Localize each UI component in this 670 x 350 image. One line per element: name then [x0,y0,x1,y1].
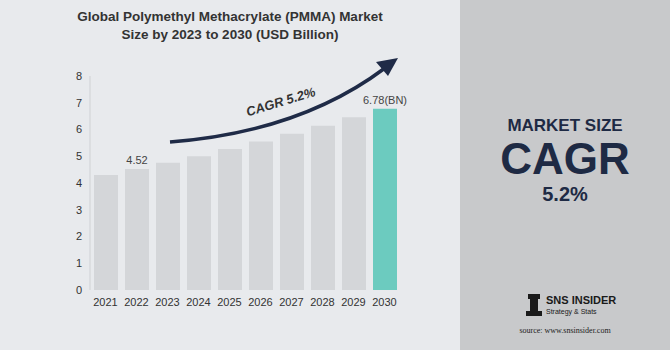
svg-text:7: 7 [76,97,82,109]
html-text:SNS INSIDER: SNS INSIDER [546,294,617,306]
svg-text:1: 1 [76,257,82,269]
svg-text:2026: 2026 [248,296,272,308]
svg-text:CAGR 5.2%: CAGR 5.2% [244,84,317,119]
html-text:5.2%: 5.2% [542,183,588,205]
svg-text:2024: 2024 [186,296,210,308]
svg-text:2023: 2023 [155,296,179,308]
svg-text:3: 3 [76,204,82,216]
svg-text:4: 4 [76,177,82,189]
svg-text:6: 6 [76,123,82,135]
html-text:Strategy & Stats: Strategy & Stats [546,308,597,315]
svg-text:0: 0 [76,284,82,296]
html-text:MARKET SIZE: MARKET SIZE [507,116,623,135]
svg-text:2021: 2021 [93,296,117,308]
html-text:Global Polymethyl Methacrylate: Global Polymethyl Methacrylate (PMMA) Ma… [77,9,383,42]
svg-text:2: 2 [76,230,82,242]
svg-text:2028: 2028 [310,296,334,308]
svg-text:5: 5 [76,150,82,162]
html-text:source: www.snsinsider.com: source: www.snsinsider.com [519,326,611,335]
svg-text:2029: 2029 [341,296,365,308]
html-text:CAGR: CAGR [500,134,630,183]
svg-text:4.52: 4.52 [126,154,147,166]
svg-text:2025: 2025 [217,296,241,308]
svg-text:2030: 2030 [372,296,396,308]
svg-text:6.78(BN): 6.78(BN) [363,94,407,106]
svg-text:2027: 2027 [279,296,303,308]
svg-text:8: 8 [76,70,82,82]
svg-text:2022: 2022 [124,296,148,308]
